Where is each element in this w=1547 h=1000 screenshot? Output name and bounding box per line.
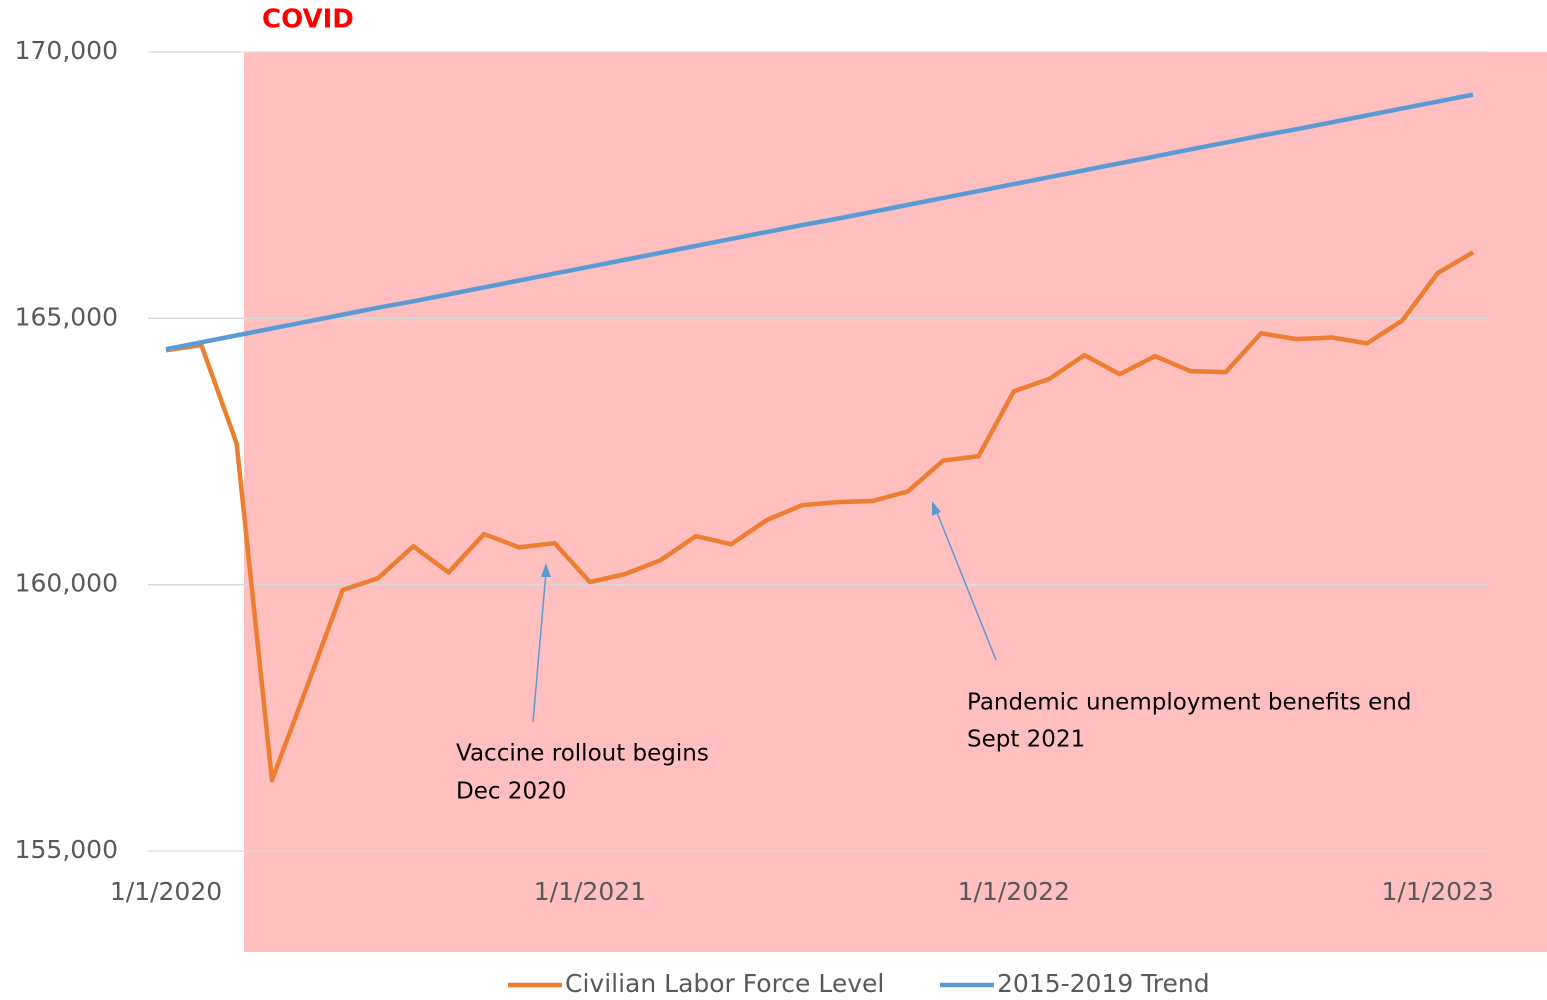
annotation: Vaccine rollout begins	[456, 741, 709, 767]
x-tick-label: 1/1/2021	[534, 877, 646, 906]
legend-label: Civilian Labor Force Level	[565, 969, 884, 998]
arrow	[935, 509, 997, 661]
x-tick-label: 1/1/2020	[110, 877, 222, 906]
legend: Civilian Labor Force Level 2015-2019 Tren…	[508, 969, 1210, 998]
y-tick-label: 165,000	[15, 302, 118, 331]
annotation: Pandemic unemployment benefits end	[967, 690, 1411, 716]
arrow-head	[932, 501, 941, 516]
annotation: Sept 2021	[967, 727, 1085, 753]
x-tick-label: 1/1/2023	[1382, 877, 1494, 906]
x-tick-label: 1/1/2022	[958, 877, 1070, 906]
arrow	[532, 571, 547, 723]
arrow-head	[541, 563, 551, 577]
plot	[165, 92, 1475, 783]
grid: 155,000 160,000 165,000 170,000 1/1/2020 1/1/…	[15, 36, 1494, 906]
y-tick-label: 155,000	[15, 835, 118, 864]
series-line	[165, 92, 1474, 352]
annotation: Dec 2020	[456, 779, 566, 805]
covid-band	[244, 52, 1547, 952]
legend-label: 2015-2019 Trend	[997, 969, 1210, 998]
series-line	[165, 250, 1475, 783]
covid-label: COVID	[262, 5, 354, 35]
y-tick-label: 160,000	[15, 569, 118, 598]
y-tick-label: 170,000	[15, 36, 118, 65]
